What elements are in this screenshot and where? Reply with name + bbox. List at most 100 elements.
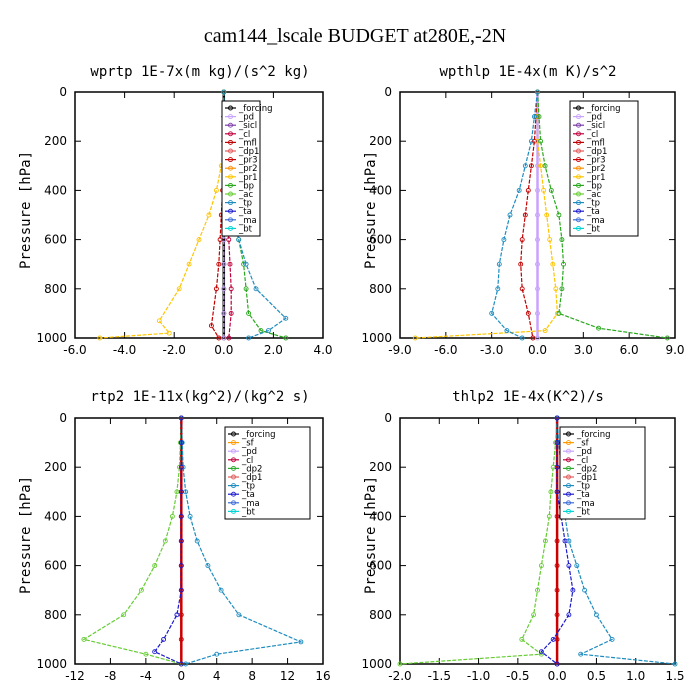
data-point — [228, 310, 234, 316]
data-point — [559, 286, 565, 292]
y-tick-label: 200 — [369, 460, 392, 474]
data-point — [213, 187, 219, 193]
data-point — [522, 163, 528, 169]
data-point — [582, 587, 588, 593]
data-point — [596, 325, 602, 331]
legend-entry: _bt — [238, 224, 253, 234]
series-line-dp1 — [399, 417, 558, 665]
legend-entry: _cl — [586, 130, 598, 140]
x-tick-label: 12 — [280, 669, 295, 683]
y-tick-label: 0 — [384, 411, 392, 425]
x-tick-label: 4.0 — [313, 343, 332, 357]
y-tick-label: 800 — [44, 608, 67, 622]
legend-marker — [576, 174, 581, 180]
data-point — [226, 237, 232, 243]
legend-entry: _pr3 — [238, 156, 258, 166]
y-axis-label-wprtp: Pressure [hPa] — [18, 151, 34, 269]
legend-entry: _bt — [586, 224, 601, 234]
data-point — [554, 464, 560, 470]
legend-entry: _forcing — [586, 104, 621, 114]
data-point — [258, 328, 264, 334]
x-tick-label: 8 — [248, 669, 256, 683]
data-point — [554, 538, 560, 544]
data-point — [221, 286, 227, 292]
data-point — [535, 335, 540, 341]
legend-marker — [576, 148, 581, 154]
data-point — [672, 661, 678, 667]
legend-marker — [231, 491, 236, 497]
data-point — [187, 513, 193, 519]
x-tick-label: 9.0 — [665, 343, 684, 357]
x-tick-label: 0.5 — [587, 669, 606, 683]
x-tick-label: -9.0 — [388, 343, 411, 357]
data-point — [489, 310, 495, 316]
legend-box — [559, 426, 646, 520]
x-tick-label: 0 — [177, 669, 185, 683]
data-point — [528, 138, 534, 144]
x-tick-label: 6.0 — [620, 343, 639, 357]
legend-marker — [231, 440, 236, 446]
y-tick-label: 800 — [44, 282, 67, 296]
data-point — [221, 335, 227, 341]
x-tick-label: -4 — [140, 669, 152, 683]
legend-entry: _pd — [238, 113, 254, 123]
legend-marker — [228, 157, 233, 163]
data-point — [143, 651, 149, 657]
x-tick-label: -6.0 — [63, 343, 86, 357]
data-point — [538, 649, 544, 655]
data-point — [283, 335, 289, 341]
data-point — [541, 187, 547, 193]
y-axis-label-thlp2: Pressure [hPa] — [363, 476, 379, 594]
legend-marker — [231, 457, 236, 463]
data-point — [548, 187, 554, 193]
legend-entry: _ta — [238, 207, 252, 217]
panel-title-rtp2: rtp2 1E-11x(kg^2)/(kg^2 s) — [90, 389, 309, 405]
data-point — [178, 636, 184, 642]
data-point — [519, 286, 525, 292]
legend-marker — [228, 139, 233, 145]
data-point — [162, 538, 168, 544]
data-point — [554, 563, 560, 569]
data-point — [516, 187, 522, 193]
x-tick-label: 2.0 — [264, 343, 283, 357]
data-point — [214, 651, 220, 657]
data-point — [504, 328, 510, 334]
series-line-bp — [536, 91, 668, 339]
data-point — [178, 440, 184, 446]
data-point — [236, 612, 242, 618]
data-point — [169, 513, 175, 519]
data-point — [522, 212, 528, 218]
y-tick-label: 1000 — [36, 657, 67, 671]
legend-marker — [228, 182, 233, 188]
data-point — [538, 163, 544, 169]
panel-wprtp: wprtp 1E-7x(m kg)/(s^2 kg) Pressure [hPa… — [18, 64, 333, 357]
y-tick-label: 1000 — [361, 657, 392, 671]
legend-entry: _pr3 — [586, 156, 606, 166]
data-point — [578, 651, 584, 657]
data-point — [178, 538, 184, 544]
x-tick-label: -6.0 — [434, 343, 457, 357]
legend-marker — [231, 500, 236, 506]
data-point — [542, 328, 548, 334]
data-point — [542, 538, 548, 544]
series-line-dp1 — [82, 417, 182, 665]
data-point — [535, 163, 540, 169]
data-point — [535, 138, 540, 144]
legend-entry: _ac — [238, 190, 253, 200]
legend-entry: _cl — [238, 130, 250, 140]
legend-entry: _ma — [241, 499, 260, 509]
x-tick-label: -2.0 — [162, 343, 185, 357]
y-tick-label: 400 — [369, 183, 392, 197]
legend-marker — [576, 200, 581, 206]
data-point — [664, 335, 670, 341]
legend-marker — [576, 191, 581, 197]
data-point — [161, 636, 167, 642]
series-line-tp — [180, 417, 304, 665]
legend-marker — [566, 483, 571, 489]
data-point — [562, 538, 568, 544]
series-line-ta — [153, 418, 182, 665]
legend-marker — [228, 131, 233, 137]
legend-marker — [576, 217, 581, 223]
data-point — [495, 286, 501, 292]
legend-marker — [576, 182, 581, 188]
